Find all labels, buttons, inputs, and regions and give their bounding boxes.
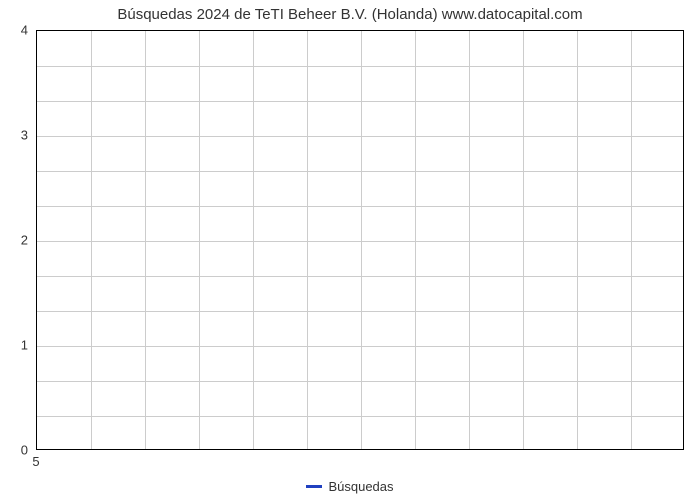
- gridline-h-minor: [37, 66, 683, 67]
- y-tick-label: 4: [0, 23, 28, 38]
- y-tick-label: 2: [0, 233, 28, 248]
- gridline-h-major: [37, 241, 683, 242]
- plot-area: [36, 30, 684, 450]
- gridline-v: [469, 31, 470, 449]
- gridline-v: [253, 31, 254, 449]
- gridline-v: [523, 31, 524, 449]
- y-tick-label: 0: [0, 443, 28, 458]
- gridline-v: [415, 31, 416, 449]
- gridline-h-minor: [37, 101, 683, 102]
- gridline-h-minor: [37, 311, 683, 312]
- gridline-h-minor: [37, 416, 683, 417]
- y-tick-label: 1: [0, 338, 28, 353]
- y-tick-label: 3: [0, 128, 28, 143]
- gridline-h-minor: [37, 381, 683, 382]
- legend: Búsquedas: [0, 478, 700, 494]
- gridline-v: [307, 31, 308, 449]
- gridline-v: [145, 31, 146, 449]
- gridline-v: [91, 31, 92, 449]
- chart-container: Búsquedas 2024 de TeTI Beheer B.V. (Hola…: [0, 0, 700, 500]
- x-tick-label: 5: [32, 454, 39, 469]
- gridline-h-major: [37, 136, 683, 137]
- legend-swatch: [306, 485, 322, 488]
- gridline-v: [199, 31, 200, 449]
- gridline-h-minor: [37, 206, 683, 207]
- gridline-v: [361, 31, 362, 449]
- gridline-h-minor: [37, 171, 683, 172]
- gridline-v: [577, 31, 578, 449]
- legend-label: Búsquedas: [328, 479, 393, 494]
- gridline-h-major: [37, 346, 683, 347]
- gridline-v: [631, 31, 632, 449]
- chart-title: Búsquedas 2024 de TeTI Beheer B.V. (Hola…: [0, 6, 700, 23]
- gridline-h-minor: [37, 276, 683, 277]
